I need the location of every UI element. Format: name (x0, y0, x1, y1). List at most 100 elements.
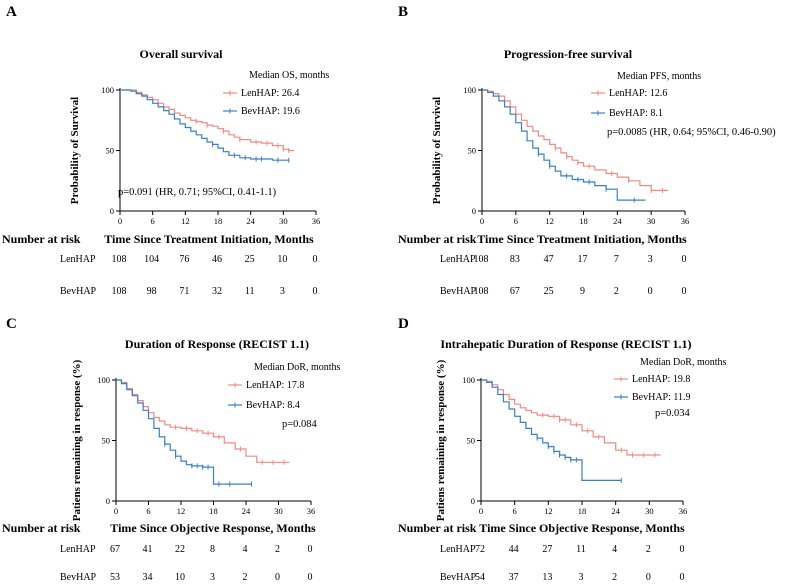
risk-table-header: Number at risk (2, 232, 81, 246)
risk-row-label: LenHAP (440, 544, 476, 555)
legend-label-bevhap: BevHAP: 8.1 (609, 108, 663, 119)
chart-title: Overall survival (140, 47, 224, 61)
x-axis-label: Time Since Treatment Initiation, Months (477, 232, 687, 246)
y-tick-label: 0 (471, 496, 475, 506)
risk-row-label: LenHAP (60, 254, 96, 265)
km-curve-lenhap (482, 89, 669, 191)
risk-count: 0 (680, 572, 685, 583)
y-tick-label: 50 (468, 146, 477, 156)
risk-count: 11 (245, 286, 255, 297)
x-tick-label: 18 (214, 216, 223, 226)
y-tick-label: 0 (110, 206, 114, 216)
risk-count: 54 (475, 572, 485, 583)
risk-count: 10 (175, 572, 185, 583)
y-tick-label: 100 (463, 85, 476, 95)
risk-row-label: BevHAP (440, 572, 477, 583)
legend-label-lenhap: LenHAP: 12.6 (609, 88, 667, 99)
risk-count: 0 (682, 254, 687, 265)
legend-title: Median OS, months (249, 70, 329, 81)
risk-count: 3 (210, 572, 215, 583)
x-tick-label: 36 (681, 216, 690, 226)
legend-title: Median DoR, months (640, 357, 726, 368)
x-tick-label: 6 (513, 506, 517, 516)
x-tick-label: 30 (645, 506, 654, 516)
x-tick-label: 12 (181, 216, 190, 226)
y-axis-label: Probability of Survival (69, 97, 81, 204)
chart-title: Progression-free survival (504, 47, 633, 61)
x-tick-label: 12 (544, 506, 553, 516)
p-value-annotation: p=0.034 (655, 408, 691, 419)
x-tick-label: 24 (246, 216, 255, 226)
risk-row-label: BevHAP (60, 286, 97, 297)
risk-count: 83 (510, 254, 520, 265)
risk-row-label: LenHAP (440, 254, 476, 265)
risk-count: 2 (243, 572, 248, 583)
p-value-annotation: p=0.0085 (HR, 0.64; 95%CI, 0.46-0.90) (607, 127, 776, 138)
legend-label-lenhap: LenHAP: 19.8 (632, 374, 690, 385)
legend-label-bevhap: BevHAP: 19.6 (241, 106, 300, 117)
risk-count: 76 (179, 254, 189, 265)
legend-title: Median DoR, months (254, 362, 340, 373)
y-axis-label: Patiens remaining in response (%) (71, 359, 83, 521)
x-tick-label: 30 (274, 506, 283, 516)
risk-count: 32 (212, 286, 222, 297)
km-curve-lenhap (481, 379, 661, 456)
risk-count: 0 (313, 254, 318, 265)
p-value-annotation: p=0.091 (HR, 0.71; 95%CI, 0.41-1.1) (118, 187, 277, 198)
risk-count: 0 (308, 572, 313, 583)
risk-count: 10 (277, 254, 287, 265)
p-value-annotation: p=0.084 (282, 419, 318, 430)
risk-row-label: LenHAP (60, 544, 96, 555)
risk-count: 108 (474, 286, 489, 297)
risk-count: 25 (544, 286, 554, 297)
y-axis-label: Probability of Survival (431, 97, 443, 204)
risk-count: 71 (179, 286, 189, 297)
x-tick-label: 6 (146, 506, 150, 516)
panel-d: D Intrahepatic Duration of Response (RECI… (398, 316, 726, 583)
risk-table-header: Number at risk (398, 521, 477, 535)
risk-count: 22 (175, 544, 185, 555)
risk-count: 3 (648, 254, 653, 265)
x-axis-label: Time Since Objective Response, Months (110, 521, 316, 535)
x-tick-label: 36 (312, 216, 321, 226)
risk-count: 0 (313, 286, 318, 297)
risk-count: 98 (147, 286, 157, 297)
legend-title: Median PFS, months (617, 71, 701, 82)
risk-count: 3 (579, 572, 584, 583)
risk-count: 46 (212, 254, 222, 265)
risk-count: 53 (110, 572, 120, 583)
km-curve-lenhap (116, 379, 290, 463)
risk-count: 0 (646, 572, 651, 583)
risk-count: 2 (614, 286, 619, 297)
x-tick-label: 30 (279, 216, 288, 226)
panel-letter: D (398, 316, 409, 332)
x-tick-label: 18 (209, 506, 218, 516)
risk-count: 67 (110, 544, 120, 555)
y-axis-label: Patiens remaining in response (%) (435, 359, 447, 521)
risk-count: 9 (580, 286, 585, 297)
risk-count: 34 (143, 572, 153, 583)
legend-label-bevhap: BevHAP: 8.4 (246, 400, 300, 411)
y-tick-label: 50 (106, 146, 115, 156)
x-tick-label: 12 (545, 216, 554, 226)
panel-letter: A (6, 4, 17, 20)
risk-count: 4 (243, 544, 248, 555)
risk-count: 4 (612, 544, 617, 555)
risk-count: 0 (275, 572, 280, 583)
x-tick-label: 12 (177, 506, 186, 516)
y-tick-label: 0 (472, 206, 476, 216)
panel-letter: B (398, 4, 408, 20)
x-tick-label: 36 (307, 506, 316, 516)
x-tick-label: 6 (514, 216, 518, 226)
y-tick-label: 100 (462, 375, 475, 385)
risk-count: 41 (143, 544, 153, 555)
y-tick-label: 50 (467, 436, 476, 446)
x-tick-label: 24 (613, 216, 622, 226)
risk-count: 104 (144, 254, 159, 265)
risk-count: 44 (509, 544, 519, 555)
legend-label-lenhap: LenHAP: 17.8 (246, 380, 304, 391)
y-tick-label: 100 (97, 375, 110, 385)
